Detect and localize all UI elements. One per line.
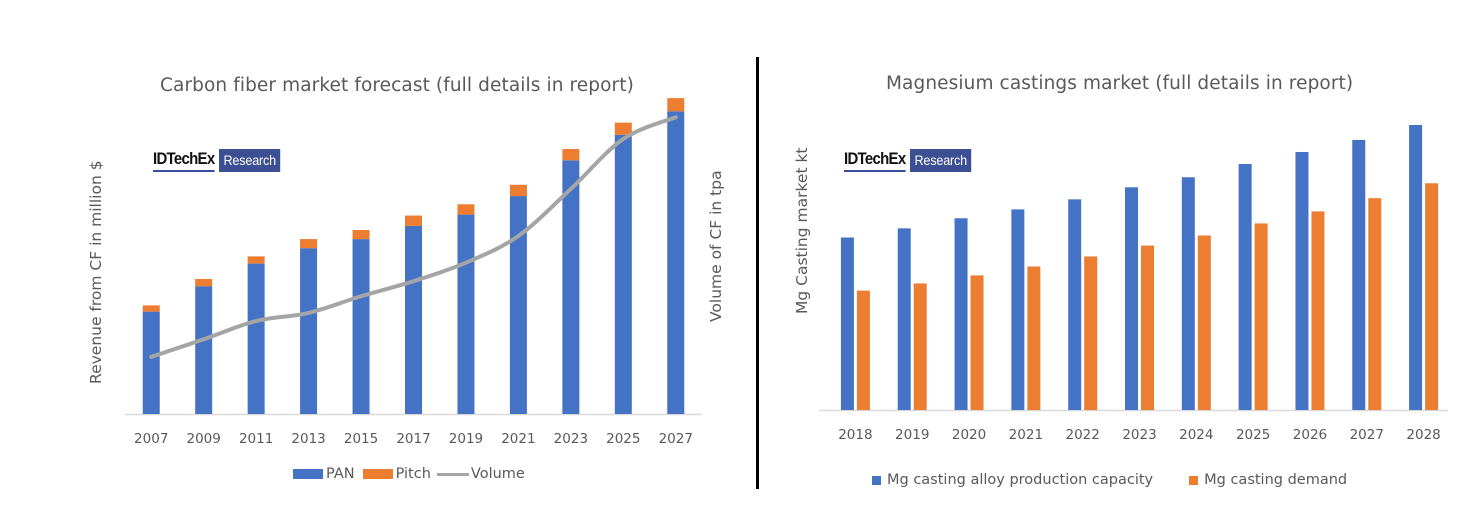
bar-pan-2009 — [195, 286, 213, 414]
legend-swatch-pitch — [362, 469, 393, 479]
logo-brand: IDTechEx — [153, 149, 215, 172]
x-tick-label: 2022 — [1066, 427, 1100, 443]
bar-pitch-2009 — [195, 278, 213, 287]
bar-pan-2011 — [247, 263, 265, 414]
x-tick-label: 2013 — [291, 431, 325, 447]
bar-pan-2015 — [352, 239, 370, 414]
magnesium-plot: 2018 2019 2020 2021 2022 2023 2024 2025 2026 2027… — [819, 125, 1448, 443]
bar-demand-2027 — [1368, 198, 1382, 410]
x-tick-label: 2019 — [449, 431, 483, 447]
bar-pitch-2023 — [562, 148, 580, 161]
bar-pan-2017 — [405, 225, 422, 414]
x-tick-label: 2017 — [396, 431, 430, 447]
legend-label-demand: Mg casting demand — [1204, 472, 1348, 488]
bar-pitch-2021 — [509, 184, 527, 197]
logo-badge: Research — [909, 148, 972, 172]
bar-demand-2024 — [1197, 235, 1211, 410]
idtechex-logo: IDTechEx Research — [844, 148, 978, 172]
bar-capacity-2027 — [1352, 139, 1366, 410]
bar-pan-2025 — [614, 134, 632, 414]
carbon-fiber-plot: 2007 2009 2011 2013 2015 2017 2019 2021 2023 2025… — [125, 98, 702, 447]
x-tick-label: 2019 — [895, 427, 929, 443]
bar-demand-2023 — [1141, 245, 1154, 410]
x-tick-label: 2007 — [134, 431, 168, 447]
legend-item-pan: PAN — [293, 466, 355, 482]
bar-demand-2018 — [856, 290, 870, 410]
bar-capacity-2026 — [1295, 151, 1309, 410]
bar-capacity-2019 — [897, 228, 911, 410]
bar-pitch-2013 — [300, 239, 318, 249]
bar-demand-2021 — [1027, 266, 1041, 410]
bar-capacity-2021 — [1011, 209, 1025, 410]
x-tick-label: 2011 — [239, 431, 273, 447]
bar-capacity-2023 — [1125, 187, 1138, 410]
idtechex-logo: IDTechEx Research — [153, 148, 287, 172]
bar-demand-2020 — [970, 275, 984, 410]
bar-pitch-2011 — [247, 256, 265, 264]
bar-pan-2027 — [667, 111, 685, 414]
x-tick-label: 2009 — [187, 431, 221, 447]
legend: PAN Pitch Volume — [293, 466, 525, 482]
bar-demand-2025 — [1254, 223, 1268, 410]
legend-item-demand: Mg casting demand — [1189, 472, 1347, 488]
x-tick-label: 2027 — [659, 431, 693, 447]
x-tick-label: 2028 — [1406, 427, 1440, 443]
legend-item-capacity: Mg casting alloy production capacity — [872, 472, 1153, 488]
logo-badge: Research — [218, 148, 281, 172]
bar-pan-2023 — [562, 160, 580, 414]
x-tick-label: 2023 — [554, 431, 588, 447]
bar-capacity-2022 — [1068, 199, 1082, 410]
legend-item-pitch: Pitch — [362, 466, 431, 482]
legend-label-capacity: Mg casting alloy production capacity — [887, 472, 1154, 488]
x-tick-label: 2026 — [1293, 427, 1327, 443]
bar-pitch-2027 — [667, 98, 685, 112]
bar-capacity-2025 — [1238, 164, 1252, 410]
x-tick-label: 2020 — [952, 427, 986, 443]
bar-pitch-2007 — [142, 305, 160, 312]
logo-brand: IDTechEx — [844, 149, 906, 172]
bar-demand-2028 — [1425, 183, 1439, 410]
x-tick-label: 2018 — [838, 427, 872, 443]
x-tick-label: 2021 — [1009, 427, 1043, 443]
x-tick-label: 2027 — [1350, 427, 1384, 443]
x-tick-label: 2023 — [1122, 427, 1156, 443]
bar-capacity-2018 — [840, 237, 854, 410]
panel-divider — [756, 57, 759, 489]
legend-label-pitch: Pitch — [395, 466, 431, 482]
bar-pitch-2025 — [614, 122, 632, 135]
legend-label-volume: Volume — [470, 466, 525, 482]
bar-pitch-2019 — [457, 204, 475, 215]
bar-demand-2022 — [1084, 256, 1098, 410]
bar-pan-2021 — [509, 196, 527, 414]
bar-capacity-2024 — [1181, 177, 1195, 410]
bar-capacity-2028 — [1409, 125, 1423, 410]
bar-pan-2007 — [142, 311, 160, 414]
x-tick-label: 2024 — [1179, 427, 1213, 443]
bar-demand-2026 — [1311, 211, 1325, 410]
chart-title: Carbon fiber market forecast (full detai… — [160, 75, 634, 96]
magnesium-chart-panel: Magnesium castings market (full details … — [760, 0, 1463, 528]
bar-pitch-2015 — [352, 229, 370, 240]
legend-swatch-pan — [293, 469, 323, 479]
bar-demand-2019 — [913, 283, 927, 410]
line-volume — [149, 115, 678, 359]
bar-pan-2013 — [300, 248, 318, 414]
legend-swatch-capacity — [872, 475, 881, 485]
legend-label-pan: PAN — [326, 466, 355, 482]
carbon-fiber-chart-panel: Carbon fiber market forecast (full detai… — [87, 75, 725, 482]
legend-item-volume: Volume — [436, 466, 525, 482]
bar-pitch-2017 — [405, 215, 422, 226]
x-tick-label: 2015 — [344, 431, 378, 447]
legend-swatch-demand — [1189, 475, 1199, 485]
legend: Mg casting alloy production capacity Mg … — [872, 472, 1347, 488]
bar-capacity-2020 — [954, 218, 968, 410]
legend-swatch-volume — [436, 472, 469, 476]
chart-title: Magnesium castings market (full details … — [886, 73, 1354, 94]
bar-pan-2019 — [457, 214, 475, 414]
x-tick-label: 2025 — [606, 431, 640, 447]
x-tick-label: 2025 — [1236, 427, 1270, 443]
x-tick-label: 2021 — [501, 431, 535, 447]
